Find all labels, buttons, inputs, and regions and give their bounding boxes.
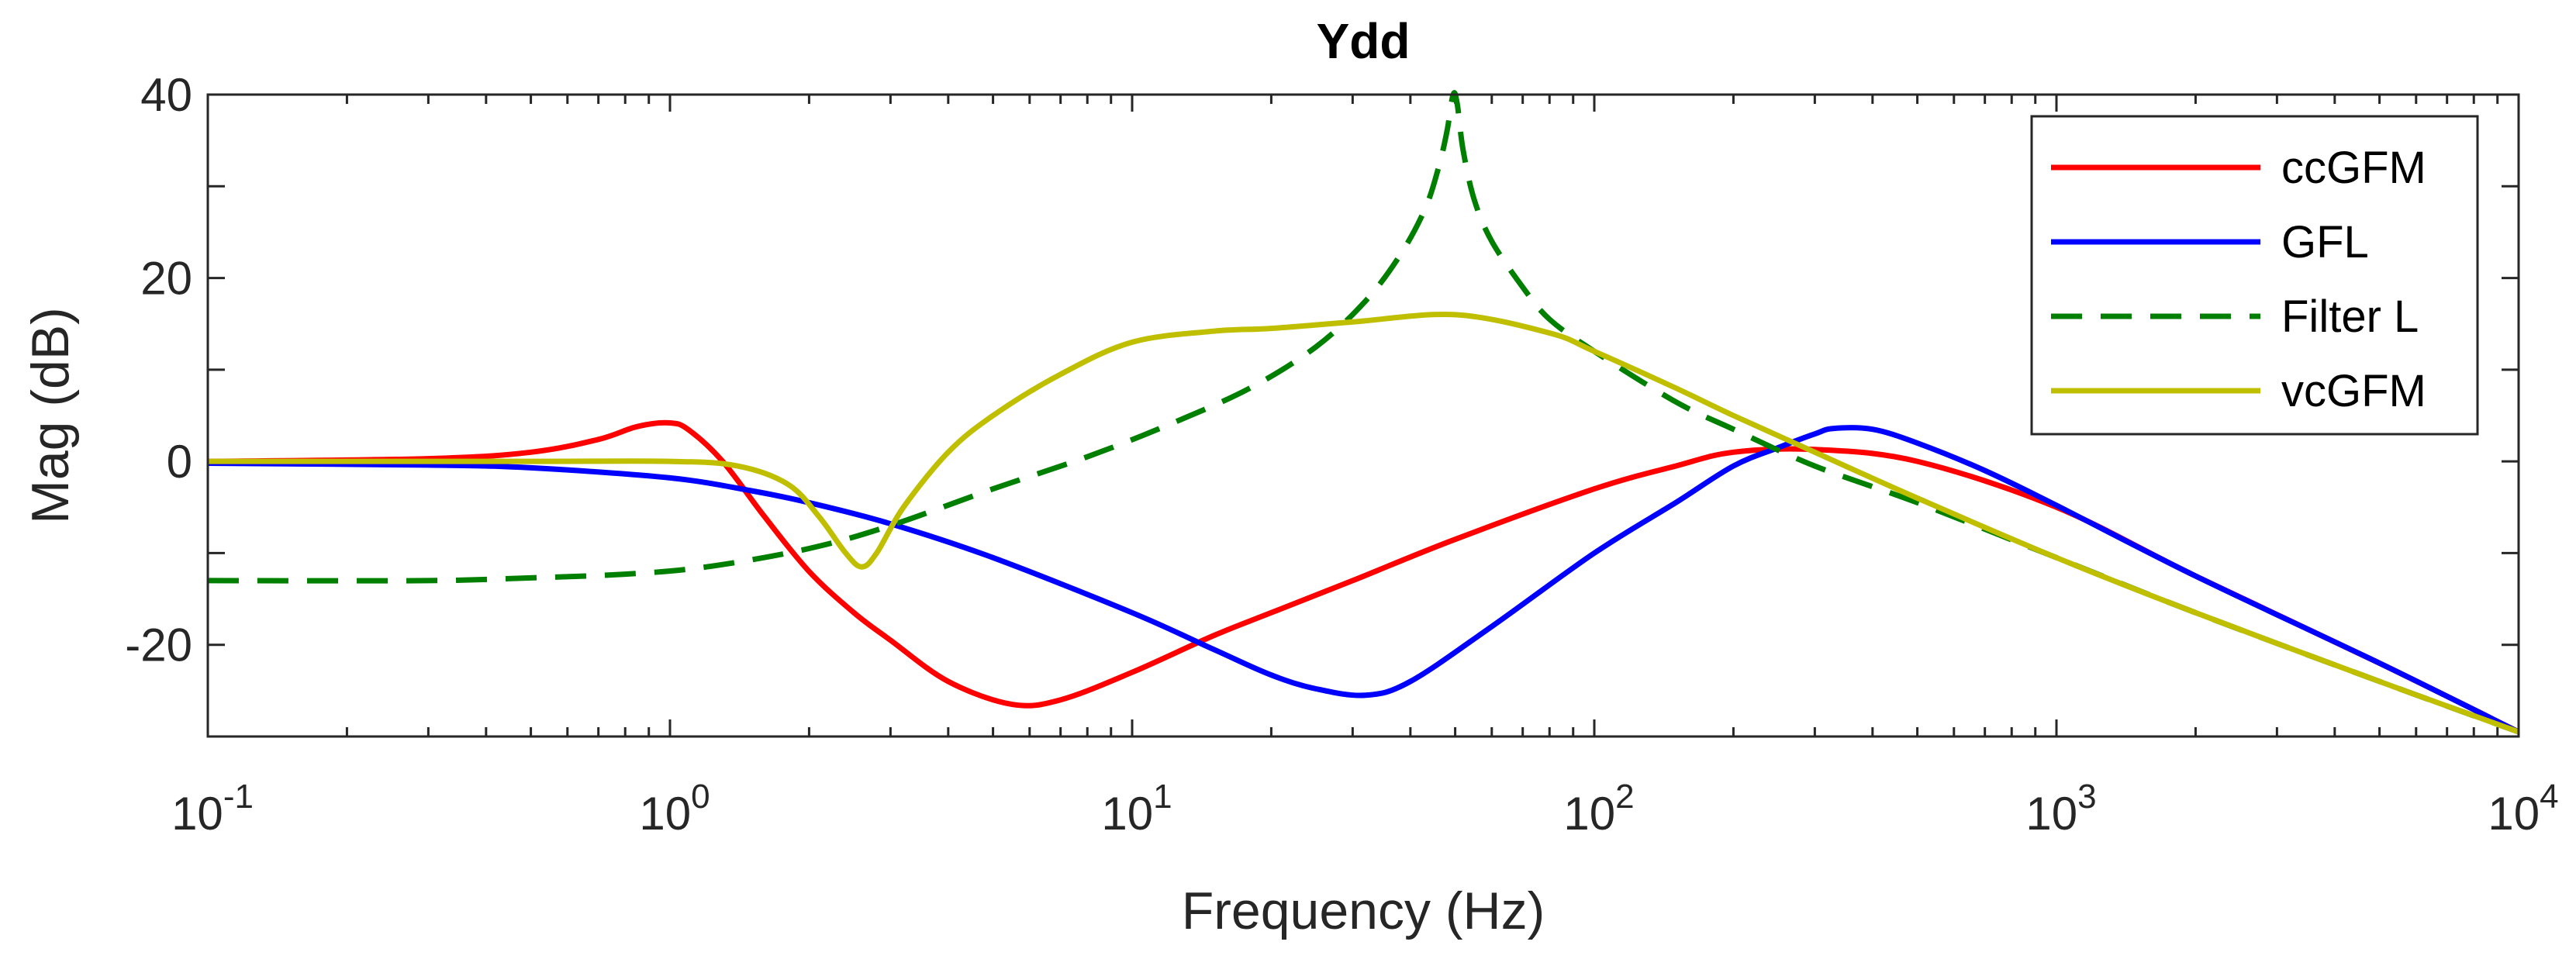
y-tick-label: 0 (167, 436, 192, 488)
plot-lines (207, 90, 2520, 735)
legend-label: GFL (2281, 217, 2369, 267)
x-tick-label: 101 (1101, 778, 1172, 840)
tick-marks (206, 93, 2520, 738)
x-tick-label: 100 (639, 778, 710, 840)
x-tick-labels: 10-1 100 101 102 103 104 (171, 778, 2559, 840)
x-tick-label: 104 (2488, 778, 2558, 840)
x-tick-label: 103 (2025, 778, 2096, 840)
series-line-vcgfm (207, 312, 2520, 735)
plot-area-frame (206, 93, 2520, 738)
chart-title: Ydd (1317, 13, 1411, 69)
series-line-gfl (207, 425, 2520, 735)
y-tick-label: -20 (125, 619, 192, 671)
y-tick-labels: -20 0 20 40 (125, 69, 192, 671)
legend-label: ccGFM (2281, 143, 2426, 193)
y-tick-label: 40 (140, 69, 192, 121)
y-axis-label: Mag (dB) (21, 307, 80, 524)
series-line-ccgfm (207, 419, 2520, 735)
legend: ccGFM GFL Filter L vcGFM (2030, 115, 2479, 436)
legend-label: vcGFM (2281, 366, 2426, 416)
y-tick-label: 20 (140, 253, 192, 305)
x-axis-label: Frequency (Hz) (1182, 881, 1545, 940)
x-tick-label: 102 (1563, 778, 1634, 840)
series-line-filter-l (207, 90, 2520, 735)
x-tick-label: 10-1 (171, 778, 254, 840)
legend-label: Filter L (2281, 291, 2419, 342)
